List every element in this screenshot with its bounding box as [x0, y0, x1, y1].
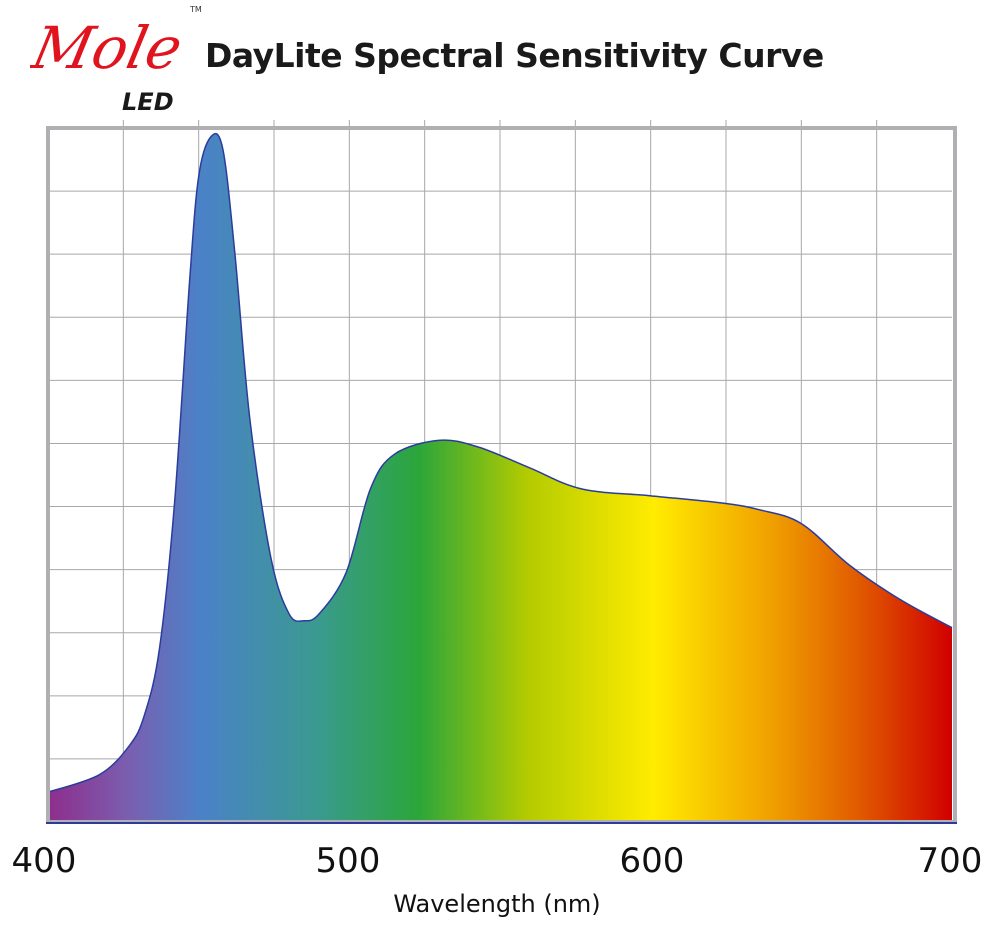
spectrum-curve: [47, 132, 953, 793]
logo-brand: Mole: [30, 15, 188, 82]
x-tick-label: 400: [12, 841, 77, 881]
mole-led-logo: Mole LED TM: [30, 5, 202, 116]
chart-title: DayLite Spectral Sensitivity Curve: [205, 36, 824, 75]
x-tick-label: 500: [316, 841, 381, 881]
logo-sub: LED: [122, 88, 174, 116]
x-tick-label: 700: [918, 841, 983, 881]
logo-tm: TM: [189, 5, 202, 14]
spectrum-area: [48, 133, 952, 822]
x-axis-label: Wavelength (nm): [393, 890, 600, 918]
x-tick-label: 600: [620, 841, 685, 881]
